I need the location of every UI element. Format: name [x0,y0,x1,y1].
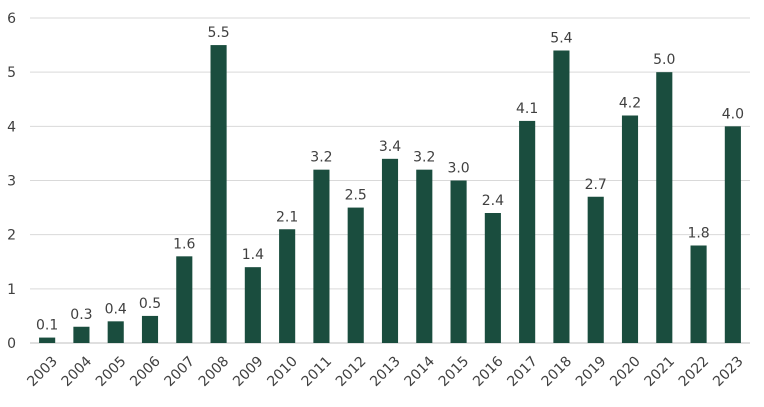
data-label-2018: 5.4 [550,31,572,47]
bar-2007 [176,256,193,343]
y-tick-label: 5 [7,65,16,81]
x-tick-label-2010: 2010 [264,353,301,390]
x-tick-label-2007: 2007 [162,353,199,390]
bar-2009 [244,267,261,343]
bar-2022 [690,245,707,343]
x-tick-label-2005: 2005 [93,353,130,390]
data-label-2011: 3.2 [310,150,332,166]
x-tick-label-2003: 2003 [24,353,61,390]
y-tick-label: 4 [7,119,16,135]
data-label-2008: 5.5 [207,25,229,41]
x-tick-label-2009: 2009 [230,353,267,390]
data-label-2019: 2.7 [585,177,607,193]
data-label-2004: 0.3 [70,307,92,323]
data-label-2009: 1.4 [242,247,264,263]
bar-2003 [39,337,56,343]
x-tick-label-2019: 2019 [573,353,610,390]
bar-2004 [73,326,90,343]
bar-2019 [587,196,604,343]
x-tick-label-2011: 2011 [299,353,336,390]
y-tick-label: 2 [7,228,16,244]
data-label-2020: 4.2 [619,96,641,112]
data-labels: 0.1 0.3 0.4 0.5 1.6 5.5 1.4 2.1 3.2 2.5 3.4 3.2 3.0 2… [36,25,744,334]
bar-2015 [450,180,467,343]
bar-2021 [656,72,673,344]
bar-2010 [279,229,296,343]
data-label-2007: 1.6 [173,236,195,252]
bar-2014 [416,169,433,343]
bar-2023 [724,126,741,343]
x-tick-label-2008: 2008 [196,353,233,390]
y-tick-label: 0 [7,336,16,352]
data-label-2010: 2.1 [276,209,298,225]
data-label-2017: 4.1 [516,101,538,117]
data-label-2015: 3.0 [447,161,469,177]
bars [39,45,741,344]
y-tick-label: 6 [7,11,16,27]
bar-2011 [313,169,330,343]
x-tick-label-2014: 2014 [402,353,439,390]
data-label-2003: 0.1 [36,318,58,334]
y-tick-label: 1 [7,282,16,298]
x-tick-label-2022: 2022 [676,353,713,390]
y-tick-label: 3 [7,174,16,190]
y-axis-ticks: 0 1 2 3 4 5 6 [7,11,16,352]
bar-2020 [621,115,639,343]
x-tick-label-2012: 2012 [333,353,370,390]
x-tick-label-2006: 2006 [127,353,164,390]
bar-2018 [553,50,570,343]
x-axis-ticks: 2003200420052006200720082009201020112012… [24,353,746,390]
bar-2006 [141,315,159,343]
data-label-2005: 0.4 [105,301,127,317]
x-tick-label-2017: 2017 [504,353,541,390]
data-label-2006: 0.5 [139,296,161,312]
data-label-2021: 5.0 [653,52,675,68]
x-tick-label-2013: 2013 [367,353,404,390]
x-tick-label-2021: 2021 [642,353,679,390]
x-tick-label-2016: 2016 [470,353,507,390]
x-tick-label-2015: 2015 [436,353,473,390]
bar-2012 [347,207,364,343]
bar-2017 [519,120,536,344]
data-label-2014: 3.2 [413,150,435,166]
data-label-2023: 4.0 [722,106,744,122]
data-label-2022: 1.8 [687,226,709,242]
bar-2016 [484,213,501,343]
x-tick-label-2004: 2004 [59,353,96,390]
bar-2008 [210,45,227,343]
data-label-2013: 3.4 [379,139,401,155]
x-tick-label-2023: 2023 [710,353,747,390]
data-label-2016: 2.4 [482,193,504,209]
data-label-2012: 2.5 [345,188,367,204]
x-tick-label-2018: 2018 [539,353,576,390]
bar-2013 [381,158,399,343]
x-tick-label-2020: 2020 [607,353,644,390]
bar-2005 [107,321,124,343]
